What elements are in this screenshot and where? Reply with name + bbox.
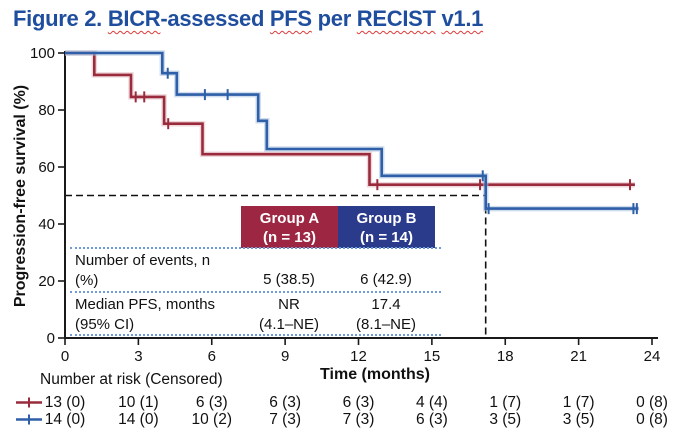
figure-title: Figure 2. BICR-assessed PFS per RECIST v… (13, 6, 483, 32)
inset-header-group-b: Group B (n = 14) (338, 206, 435, 248)
risk-count: 3 (5) (489, 411, 522, 428)
inset-row-label-median-pfs: Median PFS, months (95% CI) (75, 296, 216, 333)
risk-count: 13 (0) (44, 394, 86, 411)
y-tick-label: 80 (38, 102, 55, 119)
risk-count: 0 (8) (636, 394, 668, 411)
risk-row-group-b: 14 (0) 14 (0) 10 (2) 7 (3) 7 (3) 6 (3) 3 (5) 3 … (0, 411, 679, 428)
title-word-misspelled: v1.1 (441, 6, 484, 31)
title-word: Figure 2. (13, 6, 108, 31)
risk-legend-marker (16, 414, 42, 425)
risk-count: 7 (3) (342, 411, 375, 428)
censor-marks-group-a (134, 91, 631, 191)
x-axis-title: Time (months) (320, 366, 430, 383)
title-word: -assessed (160, 6, 270, 31)
risk-count: 6 (3) (269, 394, 302, 411)
risk-count: 3 (5) (562, 411, 595, 428)
inset-row-label-events: Number of events, n (%) (75, 252, 211, 289)
risk-count: 6 (3) (415, 411, 448, 428)
risk-count: 1 (7) (489, 394, 522, 411)
risk-count: 10 (1) (118, 394, 159, 411)
x-tick-label: 18 (497, 348, 514, 365)
x-tick-label: 3 (134, 348, 142, 365)
x-tick-label: 9 (281, 348, 289, 365)
title-word-misspelled: PFS (269, 6, 312, 31)
km-curve-halo-group-a (65, 50, 635, 188)
risk-table-title: Number at risk (Censored) (40, 371, 223, 388)
title-word: per (311, 6, 357, 31)
y-tick-label: 20 (38, 273, 55, 290)
km-curve-group-a (65, 51, 635, 186)
risk-count: 10 (2) (191, 411, 233, 428)
y-tick-label: 60 (38, 159, 55, 176)
y-tick-label: 0 (47, 330, 55, 347)
risk-count: 1 (7) (562, 394, 595, 411)
title-word-misspelled: BICR (107, 6, 161, 31)
x-tick-label: 15 (424, 348, 441, 365)
risk-count: 14 (0) (118, 411, 159, 428)
x-tick-label: 21 (570, 348, 587, 365)
risk-count: 0 (8) (636, 411, 668, 428)
inset-median-group-b: 17.4 (8.1–NE) (355, 296, 417, 333)
risk-count: 14 (0) (44, 411, 86, 428)
y-tick-label: 100 (30, 45, 55, 62)
y-tick-label: 40 (38, 216, 55, 233)
inset-events-group-b: 6 (42.9) (360, 271, 412, 288)
km-curve-group-b (65, 51, 639, 210)
x-tick-label: 24 (644, 348, 661, 365)
risk-count: 4 (4) (415, 394, 448, 411)
x-tick-label: 12 (350, 348, 367, 365)
inset-header-group-a: Group A (n = 13) (241, 206, 338, 248)
x-tick-label: 6 (208, 348, 216, 365)
x-tick-label: 0 (61, 348, 69, 365)
risk-count: 6 (3) (195, 394, 228, 411)
inset-divider-top (70, 247, 441, 249)
inset-divider-bottom (70, 334, 441, 336)
censor-marks-group-b (166, 67, 638, 215)
inset-events-group-a: 5 (38.5) (263, 271, 315, 288)
risk-count: 7 (3) (269, 411, 302, 428)
risk-legend-marker (16, 397, 42, 408)
title-word-misspelled: RECIST (356, 6, 436, 31)
inset-divider-middle (70, 291, 441, 293)
risk-row-group-a: 13 (0) 10 (1) 6 (3) 6 (3) 6 (3) 4 (4) 1 (7) 1 (… (0, 394, 679, 411)
inset-median-group-a: NR (4.1–NE) (258, 296, 320, 333)
risk-count: 6 (3) (342, 394, 375, 411)
